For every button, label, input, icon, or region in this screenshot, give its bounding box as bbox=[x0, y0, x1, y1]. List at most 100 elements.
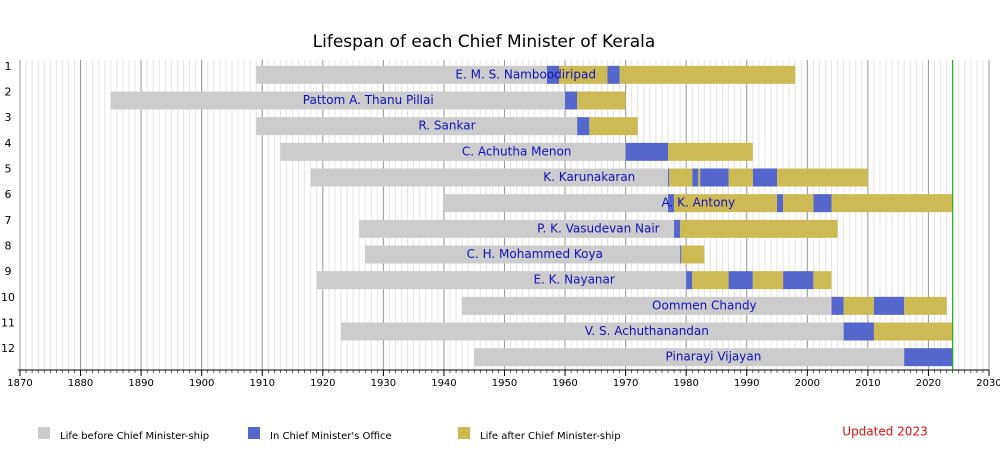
x-tick-label: 1880 bbox=[68, 378, 93, 389]
span-in-office bbox=[674, 219, 681, 238]
x-tick-label: 1980 bbox=[673, 378, 698, 389]
x-tick-label: 1990 bbox=[734, 378, 759, 389]
span-after bbox=[559, 65, 608, 84]
span-after bbox=[681, 245, 705, 264]
row-label: 12 bbox=[1, 342, 15, 355]
x-tick-label: 1890 bbox=[128, 378, 153, 389]
x-tick-label: 1930 bbox=[371, 378, 396, 389]
span-in-office bbox=[577, 117, 590, 136]
update-note: Updated 2023 bbox=[842, 425, 927, 439]
span-in-office bbox=[668, 194, 675, 213]
row-label: 11 bbox=[1, 317, 15, 330]
span-in-office bbox=[873, 296, 905, 315]
x-tick-label: 1950 bbox=[492, 378, 517, 389]
x-tick-label: 1960 bbox=[552, 378, 577, 389]
minister-name: E. K. Nayanar bbox=[533, 273, 614, 287]
span-after bbox=[752, 271, 784, 290]
row-label: 10 bbox=[1, 291, 15, 304]
minister-name: E. M. S. Namboodiripad bbox=[455, 67, 596, 81]
minister-name: P. K. Vasudevan Nair bbox=[537, 221, 660, 235]
span-before bbox=[365, 245, 681, 264]
x-tick-label: 1920 bbox=[310, 378, 335, 389]
span-in-office bbox=[813, 194, 832, 213]
span-in-office bbox=[686, 271, 693, 290]
span-after bbox=[728, 168, 753, 187]
span-after bbox=[904, 296, 947, 315]
span-in-office bbox=[607, 65, 620, 84]
x-tick-label: 1910 bbox=[250, 378, 275, 389]
span-before bbox=[340, 322, 844, 341]
span-before bbox=[443, 194, 669, 213]
span-in-office bbox=[843, 322, 874, 341]
row-label: 8 bbox=[5, 240, 12, 253]
legend-label: Life before Chief Minister-ship bbox=[60, 431, 209, 442]
span-before bbox=[359, 219, 675, 238]
span-before bbox=[256, 65, 547, 84]
row-label: 7 bbox=[5, 214, 12, 227]
legend-swatch bbox=[248, 427, 260, 439]
span-before bbox=[474, 348, 905, 367]
span-before bbox=[316, 271, 687, 290]
x-tick-label: 2020 bbox=[916, 378, 941, 389]
span-in-office bbox=[546, 65, 560, 84]
row-label: 5 bbox=[5, 163, 12, 176]
span-after bbox=[668, 142, 753, 161]
span-in-office bbox=[777, 194, 784, 213]
span-in-office bbox=[728, 271, 753, 290]
minister-name: C. H. Mohammed Koya bbox=[467, 247, 603, 261]
row-label: 2 bbox=[5, 86, 12, 99]
span-in-office bbox=[625, 142, 669, 161]
span-after bbox=[777, 168, 868, 187]
span-before bbox=[110, 91, 566, 110]
span-after bbox=[619, 65, 796, 84]
span-in-office bbox=[700, 168, 729, 187]
row-label: 9 bbox=[5, 265, 12, 278]
chart-title: Lifespan of each Chief Minister of Keral… bbox=[313, 32, 656, 52]
x-tick-label: 2010 bbox=[855, 378, 880, 389]
row-label: 4 bbox=[5, 137, 12, 150]
span-after bbox=[843, 296, 874, 315]
x-tick-label: 1870 bbox=[7, 378, 32, 389]
x-tick-label: 1900 bbox=[189, 378, 214, 389]
span-after bbox=[680, 219, 838, 238]
x-tick-label: 2000 bbox=[795, 378, 820, 389]
legend-swatch bbox=[38, 427, 50, 439]
span-after bbox=[669, 168, 693, 187]
span-in-office bbox=[565, 91, 578, 110]
span-after bbox=[577, 91, 626, 110]
span-after bbox=[783, 194, 814, 213]
span-after bbox=[831, 194, 953, 213]
span-after bbox=[813, 271, 832, 290]
x-tick-label: 2030 bbox=[976, 378, 1000, 389]
span-in-office bbox=[668, 168, 670, 187]
minister-name: K. Karunakaran bbox=[543, 170, 635, 184]
x-tick-label: 1940 bbox=[431, 378, 456, 389]
span-in-office bbox=[692, 168, 699, 187]
span-in-office bbox=[680, 245, 682, 264]
span-in-office bbox=[904, 348, 953, 367]
legend-swatch bbox=[458, 427, 470, 439]
span-after bbox=[589, 117, 638, 136]
minister-name: R. Sankar bbox=[418, 119, 475, 133]
minister-name: Oommen Chandy bbox=[652, 298, 757, 312]
span-before bbox=[462, 296, 832, 315]
span-after bbox=[698, 168, 701, 187]
minister-name: Pattom A. Thanu Pillai bbox=[303, 93, 434, 107]
x-tick-label: 1970 bbox=[613, 378, 638, 389]
span-before bbox=[280, 142, 626, 161]
span-after bbox=[692, 271, 729, 290]
legend-label: In Chief Minister's Office bbox=[270, 431, 392, 442]
legend-label: Life after Chief Minister-ship bbox=[480, 431, 621, 442]
minister-name: Pinarayi Vijayan bbox=[666, 350, 762, 364]
row-label: 6 bbox=[5, 188, 12, 201]
span-in-office bbox=[752, 168, 778, 187]
span-before bbox=[310, 168, 669, 187]
row-label: 1 bbox=[5, 60, 12, 73]
span-in-office bbox=[783, 271, 814, 290]
minister-name: C. Achutha Menon bbox=[462, 144, 572, 158]
minister-name: V. S. Achuthanandan bbox=[585, 324, 709, 338]
minister-name: A. K. Antony bbox=[661, 196, 735, 210]
span-after bbox=[674, 194, 778, 213]
